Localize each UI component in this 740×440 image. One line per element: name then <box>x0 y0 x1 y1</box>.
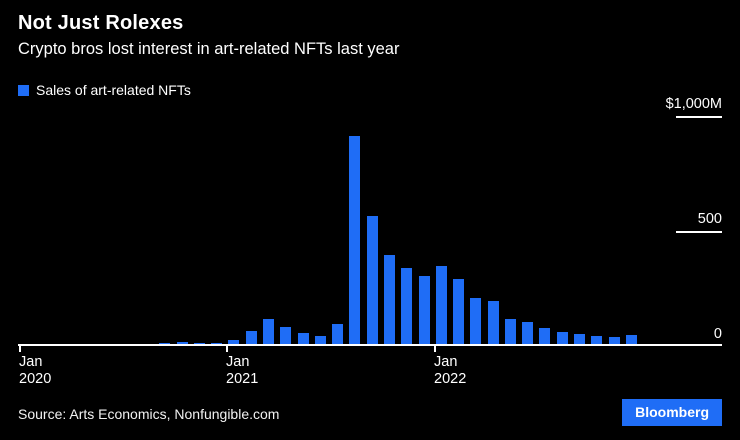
x-axis-label-year: 2022 <box>434 371 467 387</box>
x-axis-label-month: Jan <box>226 354 250 370</box>
legend-swatch-icon <box>18 84 29 96</box>
bar <box>246 331 257 345</box>
chart-subtitle: Crypto bros lost interest in art-related… <box>18 40 400 58</box>
bar <box>332 324 343 345</box>
bar <box>228 340 239 345</box>
bar <box>488 301 499 345</box>
x-axis-tick <box>19 346 21 352</box>
y-axis-tick <box>676 116 722 118</box>
legend: Sales of art-related NFTs <box>18 82 191 98</box>
legend-label: Sales of art-related NFTs <box>36 82 191 98</box>
bar <box>298 333 309 345</box>
bar <box>384 255 395 345</box>
y-axis-label: 500 <box>697 211 722 227</box>
bar <box>626 335 637 345</box>
bar <box>419 276 430 345</box>
bar <box>453 279 464 345</box>
x-axis-line <box>18 344 722 346</box>
bar <box>470 298 481 345</box>
bar <box>263 319 274 345</box>
bar <box>177 342 188 345</box>
x-axis-label-month: Jan <box>434 354 458 370</box>
x-axis-label-year: 2020 <box>19 371 52 387</box>
y-axis-tick <box>676 231 722 233</box>
bloomberg-logo: Bloomberg <box>622 399 722 426</box>
bar <box>349 136 360 345</box>
bar <box>522 322 533 345</box>
bar <box>505 319 516 345</box>
bar <box>280 327 291 345</box>
y-axis-label: $1,000M <box>665 96 722 112</box>
x-axis-label-year: 2021 <box>226 371 259 387</box>
bar <box>609 337 620 345</box>
bar <box>539 328 550 345</box>
x-axis-label-month: Jan <box>19 354 43 370</box>
source-note: Source: Arts Economics, Nonfungible.com <box>18 406 280 422</box>
bar-chart: 0 500 $1,000M Jan 2020 Jan 2021 Jan 2022 <box>0 96 740 390</box>
bar <box>436 266 447 345</box>
x-axis-tick <box>434 346 436 352</box>
bar <box>367 216 378 345</box>
bar <box>557 332 568 345</box>
bar <box>591 336 602 345</box>
bar <box>315 336 326 345</box>
chart-title: Not Just Rolexes <box>18 12 184 34</box>
x-axis-tick <box>226 346 228 352</box>
bar-series <box>18 115 640 345</box>
bar <box>574 334 585 345</box>
y-axis-label: 0 <box>713 326 722 342</box>
bar <box>401 268 412 345</box>
